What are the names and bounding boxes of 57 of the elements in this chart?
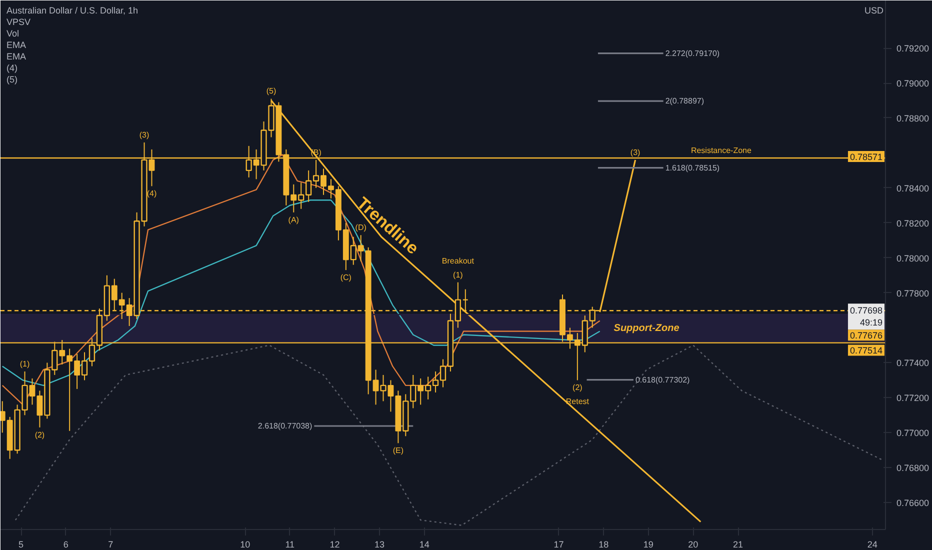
annotation: VPSV xyxy=(6,17,31,27)
band-label: Support-Zone xyxy=(614,323,680,334)
series-label: 2.618(0.77038) xyxy=(258,422,313,431)
annotation: (E) xyxy=(392,446,404,456)
text: Australian Dollar / U.S. Dollar, 1h xyxy=(6,6,138,16)
annotation: Retest xyxy=(566,397,590,406)
x-tick-label: 19 xyxy=(643,540,654,550)
x-tick-label: 20 xyxy=(688,540,698,550)
annotation: (5) xyxy=(266,86,276,96)
x-tick-label: 21 xyxy=(732,540,744,550)
series-label: 0.618(0.77302) xyxy=(635,375,690,384)
legend-label: 0.77514 xyxy=(850,346,883,356)
annotation: (2) xyxy=(572,383,583,392)
y-tick-label: 0.76600 xyxy=(896,498,930,508)
annotation: (1) xyxy=(20,359,30,368)
annotation: (1) xyxy=(453,270,464,280)
x-tick-label: 5 xyxy=(18,540,24,550)
y-tick-label: 0.79200 xyxy=(896,44,930,54)
y-axis-title: USD xyxy=(864,6,884,16)
annotation: (4) xyxy=(6,63,18,73)
x-tick-label: 13 xyxy=(374,540,385,550)
annotation: Breakout xyxy=(442,256,475,266)
annotation: EMA xyxy=(6,40,26,50)
annotation: EMA xyxy=(6,52,26,62)
ref-line-label: 0.77676 xyxy=(850,330,883,341)
x-tick-label: 11 xyxy=(285,540,295,550)
y-tick-label: 0.77200 xyxy=(896,393,930,404)
series-label: 1.618(0.78515) xyxy=(665,163,720,172)
annotation: Resistance-Zone xyxy=(690,146,752,156)
annotation: (A) xyxy=(288,215,300,224)
x-tick-label: 18 xyxy=(598,540,609,550)
x-tick-label: 10 xyxy=(240,540,250,550)
x-tick-label: 14 xyxy=(419,540,430,550)
y-tick-label: 0.76800 xyxy=(896,463,930,474)
x-tick-label: 17 xyxy=(554,540,564,550)
y-tick-label: 0.77000 xyxy=(896,428,930,438)
series-label: 2(0.78897) xyxy=(665,96,704,106)
y-tick-label: 0.79000 xyxy=(896,78,930,89)
annotation: (5) xyxy=(6,74,18,84)
annotation: (3) xyxy=(139,130,150,140)
series-label: 2.272(0.79170) xyxy=(665,48,720,58)
x-tick-label: 6 xyxy=(63,540,68,550)
y-tick-label: 0.78800 xyxy=(896,113,930,124)
annotation: (2) xyxy=(34,430,45,440)
y-tick-label: 0.77800 xyxy=(896,288,930,298)
y-tick-label: 0.77400 xyxy=(896,358,930,368)
x-tick-label: 7 xyxy=(108,540,114,550)
y-tick-label: 0.78400 xyxy=(896,183,930,194)
ref-line-label: 0.78571 xyxy=(850,152,883,162)
annotation: (3) xyxy=(630,148,641,157)
x-tick-label: 12 xyxy=(330,540,340,550)
y-tick-label: 0.78200 xyxy=(896,218,930,228)
ref-line-label: 0.77698 49:19 xyxy=(850,306,883,328)
x-tick-label: 24 xyxy=(867,540,878,550)
annotation: (C) xyxy=(340,273,352,282)
y-tick-label: 0.78000 xyxy=(896,253,930,264)
annotation: Vol xyxy=(6,28,20,38)
